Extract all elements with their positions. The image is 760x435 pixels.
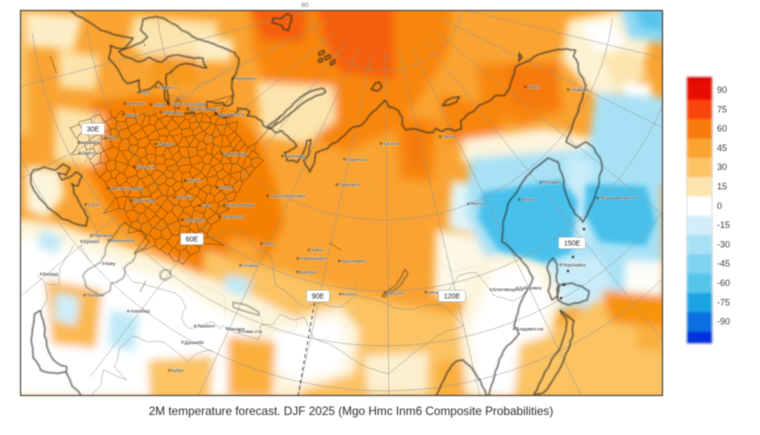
svg-text:Уфа: Уфа (202, 203, 212, 208)
svg-text:30: 30 (717, 162, 727, 172)
svg-text:Пермь: Пермь (219, 185, 234, 190)
svg-text:Тикси: Тикси (442, 134, 455, 139)
svg-text:Петрозаводск: Петрозаводск (190, 107, 220, 112)
svg-text:Ханты-Мансийск: Ханты-Мансийск (270, 192, 307, 198)
svg-text:Псков: Псков (153, 102, 166, 107)
svg-text:Душанбе: Душанбе (185, 340, 205, 345)
svg-text:Мурманск: Мурманск (235, 76, 257, 81)
svg-text:Кабул: Кабул (171, 368, 184, 373)
svg-text:Киев: Киев (108, 136, 119, 141)
svg-text:Тбилиси: Тбилиси (94, 233, 113, 238)
svg-text:Рига: Рига (140, 90, 150, 95)
svg-text:Тегеран: Тегеран (87, 293, 104, 298)
svg-text:90: 90 (717, 85, 727, 95)
svg-text:Иркутск: Иркутск (387, 290, 405, 295)
svg-text:Анадырь: Анадырь (570, 87, 590, 92)
svg-text:Таллин: Таллин (158, 85, 174, 90)
svg-text:Ашхабад: Ашхабад (130, 309, 150, 314)
svg-text:15: 15 (717, 182, 727, 192)
svg-text:Одесса: Одесса (82, 150, 98, 155)
svg-text:Москва: Москва (158, 142, 174, 147)
svg-text:Самара: Самара (176, 195, 193, 200)
svg-text:Охотск: Охотск (521, 197, 537, 202)
svg-text:60E: 60E (186, 237, 199, 244)
svg-text:Алма-Ата: Алма-Ата (242, 329, 263, 334)
svg-text:-90: -90 (717, 317, 730, 327)
svg-text:Воронеж: Воронеж (136, 165, 156, 170)
svg-text:Сыктывкар: Сыктывкар (223, 151, 247, 156)
svg-text:Норильск: Норильск (346, 157, 367, 162)
svg-text:Багдад: Багдад (43, 272, 58, 277)
svg-text:Кызыл: Кызыл (342, 292, 356, 297)
svg-text:-15: -15 (717, 220, 730, 230)
svg-text:Екатеринбург: Екатеринбург (226, 203, 255, 208)
svg-text:Астана: Астана (243, 263, 259, 268)
svg-text:Махачкала: Махачкала (111, 238, 135, 243)
svg-text:Благовещенск: Благовещенск (493, 287, 524, 292)
svg-text:75: 75 (717, 104, 727, 114)
svg-text:Вильнюс: Вильнюс (127, 101, 147, 106)
svg-text:Бишкек: Бишкек (229, 326, 246, 331)
svg-text:60: 60 (717, 124, 727, 134)
svg-text:Певек: Певек (527, 85, 541, 90)
svg-text:Челябинск: Челябинск (222, 214, 246, 219)
svg-text:Туруханск: Туруханск (339, 182, 361, 187)
svg-text:Чита: Чита (428, 290, 439, 295)
svg-text:Архангельск: Архангельск (218, 112, 245, 117)
svg-text:Владивосток: Владивосток (516, 327, 544, 332)
svg-text:Омск: Омск (263, 241, 275, 246)
svg-text:Салехард: Салехард (285, 154, 306, 159)
svg-text:Баку: Баку (106, 261, 117, 266)
svg-text:Якутск: Якутск (470, 201, 485, 206)
svg-text:-30: -30 (717, 239, 730, 249)
svg-text:2M temperature forecast. DJF 2: 2M temperature forecast. DJF 2025 (Mgo H… (149, 404, 554, 418)
svg-text:Томск: Томск (311, 248, 324, 253)
svg-text:Казань: Казань (187, 178, 202, 183)
svg-text:Сочи: Сочи (88, 202, 99, 207)
svg-text:Поронайск: Поронайск (563, 261, 587, 267)
svg-text:Ереван: Ереван (84, 239, 100, 244)
svg-text:30E: 30E (87, 127, 100, 134)
svg-text:Хатанга: Хатанга (383, 141, 400, 146)
svg-text:-45: -45 (717, 259, 730, 269)
svg-text:Петропавловск-К: Петропавловск-К (599, 195, 636, 200)
svg-text:90E: 90E (312, 294, 325, 301)
svg-text:Волгоград: Волгоград (133, 198, 155, 203)
svg-text:Красноярск: Красноярск (341, 258, 367, 263)
svg-text:Минск: Минск (125, 112, 139, 117)
svg-text:45: 45 (717, 143, 727, 153)
svg-text:Ростов-на-Дону: Ростов-на-Дону (110, 186, 144, 191)
svg-text:80: 80 (301, 2, 309, 9)
svg-text:Хабаровск: Хабаровск (519, 286, 542, 291)
svg-text:Барнаул: Барнаул (299, 269, 317, 274)
svg-text:Оренбург: Оренбург (184, 217, 205, 222)
svg-text:Новгород: Новгород (163, 110, 183, 115)
svg-text:Санкт-Петербург: Санкт-Петербург (171, 102, 207, 107)
svg-text:Кишинев: Кишинев (81, 140, 101, 145)
svg-text:0: 0 (717, 201, 722, 211)
svg-text:Новосибирск: Новосибирск (300, 256, 329, 261)
svg-text:-60: -60 (717, 278, 730, 288)
svg-text:150E: 150E (564, 241, 581, 248)
svg-text:-75: -75 (717, 297, 730, 307)
svg-text:Магадан: Магадан (543, 180, 562, 185)
svg-text:120E: 120E (444, 294, 461, 301)
svg-text:Ташкент: Ташкент (197, 324, 216, 329)
